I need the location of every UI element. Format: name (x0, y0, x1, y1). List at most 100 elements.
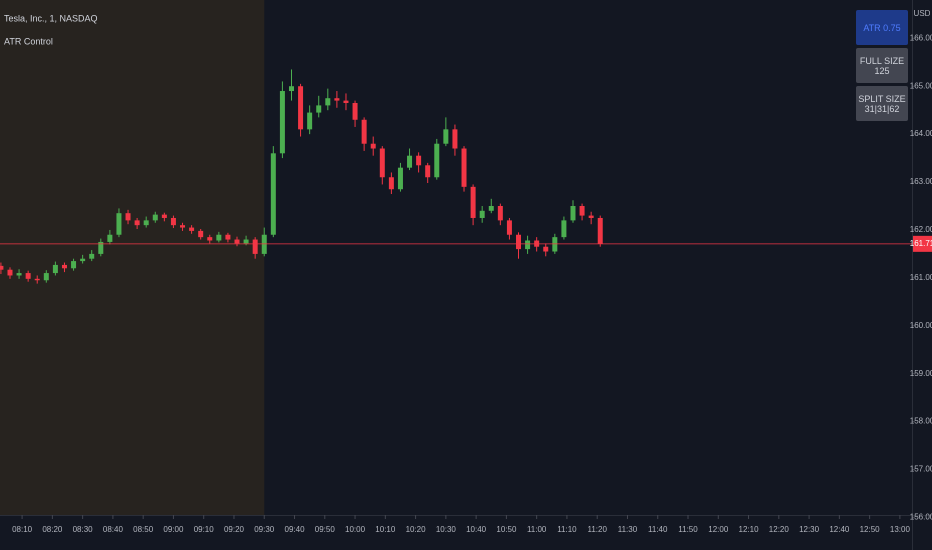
candle-body (243, 239, 249, 244)
candle-body (52, 264, 58, 274)
candle-body (434, 143, 440, 178)
x-tick-label: 11:00 (527, 525, 547, 534)
candle-body (370, 143, 376, 149)
candle-body (234, 239, 240, 244)
x-tick-label: 09:40 (285, 525, 306, 534)
candle-body (288, 86, 294, 92)
x-tick-label: 08:40 (103, 525, 124, 534)
x-tick-label: 08:20 (42, 525, 63, 534)
candle-body (543, 246, 549, 252)
candle-body (570, 206, 576, 221)
x-tick-label: 09:30 (254, 525, 275, 534)
x-tick-label: 10:20 (406, 525, 427, 534)
candle-body (170, 217, 176, 226)
candle-body (270, 153, 276, 235)
candle-body (416, 155, 422, 166)
candle-body (252, 239, 258, 254)
x-tick-label: 10:30 (436, 525, 457, 534)
candle-body (7, 269, 13, 276)
toolbar-button[interactable]: SPLIT SIZE 31|31|62 (856, 86, 908, 121)
candle-body (388, 177, 394, 190)
candle-body (588, 215, 594, 218)
candle-body (98, 241, 104, 254)
candle-body (107, 234, 113, 242)
toolbar-button[interactable]: FULL SIZE 125 (856, 48, 908, 83)
candle-body (134, 220, 140, 226)
x-tick-label: 11:10 (557, 525, 577, 534)
chart-subtitle: ATR Control (4, 36, 53, 46)
candle-body (61, 264, 67, 269)
candle-body (334, 98, 340, 101)
x-tick-label: 09:10 (194, 525, 215, 534)
premarket-background (0, 0, 265, 515)
candle-body (198, 230, 204, 238)
x-tick-label: 10:10 (375, 525, 396, 534)
x-tick-label: 10:00 (345, 525, 366, 534)
candle-body (34, 278, 40, 281)
x-tick-label: 12:10 (739, 525, 760, 534)
candle-body (361, 119, 367, 144)
candle-body (307, 112, 313, 130)
candle-body (597, 217, 603, 244)
candle-body (506, 220, 512, 235)
candle-body (143, 220, 149, 226)
candle-body (71, 261, 77, 269)
candle-body (89, 253, 95, 259)
y-tick-label: 161.00 (910, 273, 932, 282)
chart-title: Tesla, Inc., 1, NASDAQ (4, 13, 98, 23)
candle-body (116, 213, 122, 235)
y-tick-label: 164.00 (910, 129, 932, 138)
candle-body (25, 273, 31, 279)
candle-body (189, 227, 195, 231)
candle-body (452, 129, 458, 149)
toolbar-button[interactable]: ATR 0.75 (856, 10, 908, 45)
candle-body (152, 214, 158, 221)
candle-body (552, 237, 558, 252)
y-tick-label: 157.00 (910, 465, 932, 474)
candle-body (325, 98, 331, 106)
y-tick-label: 159.00 (910, 369, 932, 378)
candle-body (379, 148, 385, 178)
y-tick-label: 163.00 (910, 177, 932, 186)
candle-body (497, 206, 503, 221)
candle-body (207, 237, 213, 241)
candle-body (43, 273, 49, 281)
candle-body (298, 86, 304, 130)
currency-label: USD (914, 9, 931, 18)
last-price-label: 161.71 (910, 239, 932, 248)
candle-body (479, 210, 485, 218)
candle-body (443, 129, 449, 144)
candle-body (161, 214, 167, 218)
x-tick-label: 11:40 (648, 525, 668, 534)
x-tick-label: 09:50 (315, 525, 336, 534)
x-tick-label: 12:00 (708, 525, 729, 534)
x-tick-label: 12:50 (860, 525, 881, 534)
x-tick-label: 08:30 (73, 525, 94, 534)
candle-body (316, 105, 322, 113)
y-tick-label: 162.00 (910, 225, 932, 234)
last-price-box (913, 235, 932, 252)
candle-body (488, 206, 494, 211)
x-tick-label: 11:30 (618, 525, 638, 534)
candle-body (352, 103, 358, 120)
candle-body (80, 258, 86, 262)
x-tick-label: 11:50 (678, 525, 698, 534)
y-tick-label: 156.00 (910, 513, 932, 522)
x-tick-label: 10:50 (496, 525, 517, 534)
candle-body (407, 155, 413, 168)
y-tick-label: 166.00 (910, 33, 932, 42)
x-tick-label: 09:20 (224, 525, 245, 534)
candle-body (125, 213, 131, 221)
x-tick-label: 13:00 (890, 525, 911, 534)
candle-body (425, 165, 431, 178)
x-tick-label: 09:00 (163, 525, 184, 534)
candle-body (516, 234, 522, 250)
candle-body (397, 167, 403, 190)
candle-body (16, 273, 22, 276)
candle-body (0, 265, 4, 270)
y-tick-label: 160.00 (910, 321, 932, 330)
x-tick-label: 11:20 (587, 525, 607, 534)
y-tick-label: 158.00 (910, 417, 932, 426)
